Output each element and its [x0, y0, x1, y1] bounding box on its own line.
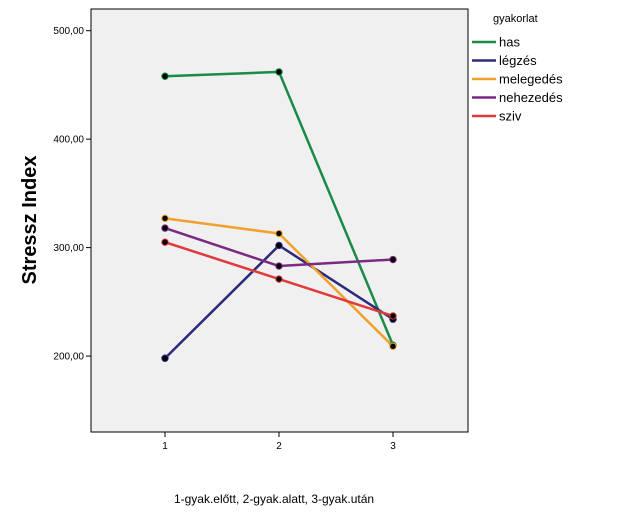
data-point-nehezedés: [161, 224, 169, 232]
legend-label-has: has: [499, 35, 520, 50]
data-point-melegedés: [275, 229, 283, 238]
data-point-légzés: [275, 241, 283, 250]
legend-label-nehezedés: nehezedés: [499, 90, 563, 105]
legend-label-légzés: légzés: [499, 53, 537, 68]
plot-area: [90, 8, 469, 433]
y-tick-label: 500,00: [53, 26, 84, 37]
data-point-légzés: [161, 354, 169, 362]
x-axis-ticks: 1 2 3: [162, 432, 396, 452]
y-axis-title: Stressz Index: [19, 156, 41, 285]
y-tick-label: 300,00: [53, 243, 84, 254]
data-point-melegedés: [389, 342, 397, 351]
legend-label-sziv: sziv: [499, 109, 522, 124]
x-tick-label: 2: [276, 441, 282, 452]
legend-label-melegedés: melegedés: [499, 72, 563, 87]
legend: has légzés melegedés nehezedés sziv: [472, 35, 563, 124]
data-point-nehezedés: [275, 262, 283, 270]
y-tick-label: 200,00: [53, 352, 84, 363]
x-tick-label: 1: [162, 441, 168, 452]
legend-title: gyakorlat: [493, 13, 538, 25]
data-point-sziv: [389, 312, 397, 320]
x-tick-label: 3: [390, 441, 396, 452]
data-point-sziv: [161, 238, 169, 246]
y-axis-ticks: 200,00 300,00 400,00 500,00: [53, 26, 91, 363]
series-points: [161, 68, 397, 362]
data-point-has: [161, 72, 169, 80]
data-point-has: [275, 68, 283, 76]
y-tick-label: 400,00: [53, 135, 84, 146]
data-point-nehezedés: [389, 255, 397, 264]
x-axis-title: 1-gyak.előtt, 2-gyak.alatt, 3-gyak.után: [174, 492, 374, 506]
data-point-sziv: [275, 275, 283, 283]
data-point-melegedés: [161, 214, 169, 223]
